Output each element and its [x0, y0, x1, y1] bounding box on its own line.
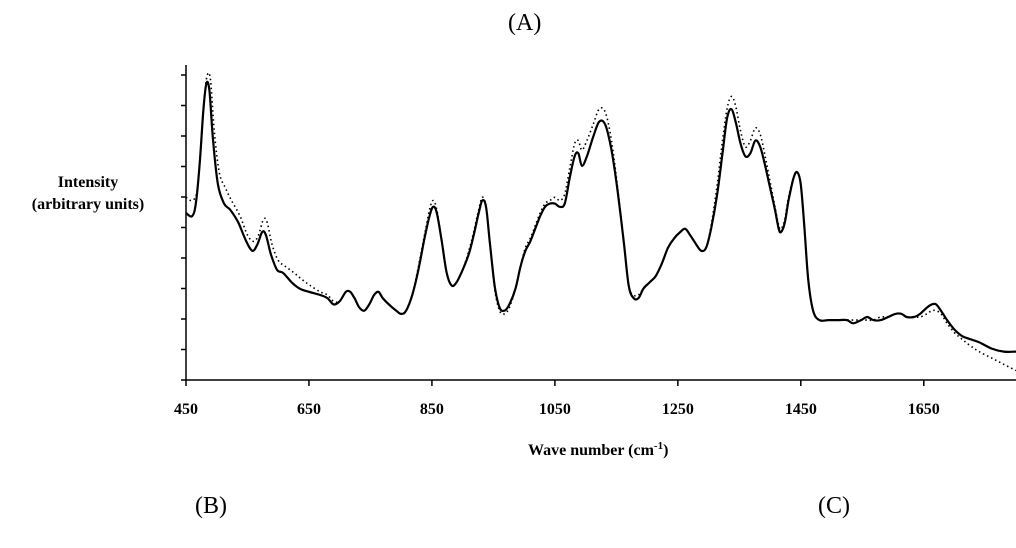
x-axis-label-sup: -1 [654, 440, 663, 452]
y-axis-label: Intensity (arbitrary units) [0, 172, 176, 216]
axes: 450 650 850 1050 1250 1450 1650 [174, 65, 1016, 418]
y-axis-label-line2: (arbitrary units) [31, 196, 145, 213]
series-layer [185, 71, 1016, 372]
x-axis-label: Wave number (cm-1) [528, 440, 668, 459]
series-line-solid [185, 80, 1016, 353]
x-tick-label: 1650 [908, 401, 940, 418]
x-tick-label: 650 [297, 401, 321, 418]
x-tick-label: 450 [174, 401, 198, 418]
x-tick-label: 850 [420, 401, 444, 418]
panel-label-c: (C) [818, 493, 850, 519]
panel-label-b: (B) [195, 493, 227, 519]
x-tick-label: 1050 [539, 401, 571, 418]
x-tick-label: 1450 [785, 401, 817, 418]
panel-label-a: (A) [508, 10, 542, 36]
x-axis-label-tail: ) [663, 442, 668, 459]
y-axis-label-line1: Intensity [57, 174, 119, 191]
x-tick-label: 1250 [662, 401, 694, 418]
series-line-dotted [185, 71, 1016, 372]
x-axis-label-main: Wave number (cm [528, 442, 655, 459]
